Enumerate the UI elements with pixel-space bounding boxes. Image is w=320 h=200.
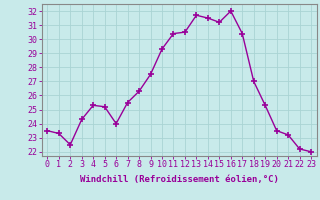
X-axis label: Windchill (Refroidissement éolien,°C): Windchill (Refroidissement éolien,°C)	[80, 175, 279, 184]
